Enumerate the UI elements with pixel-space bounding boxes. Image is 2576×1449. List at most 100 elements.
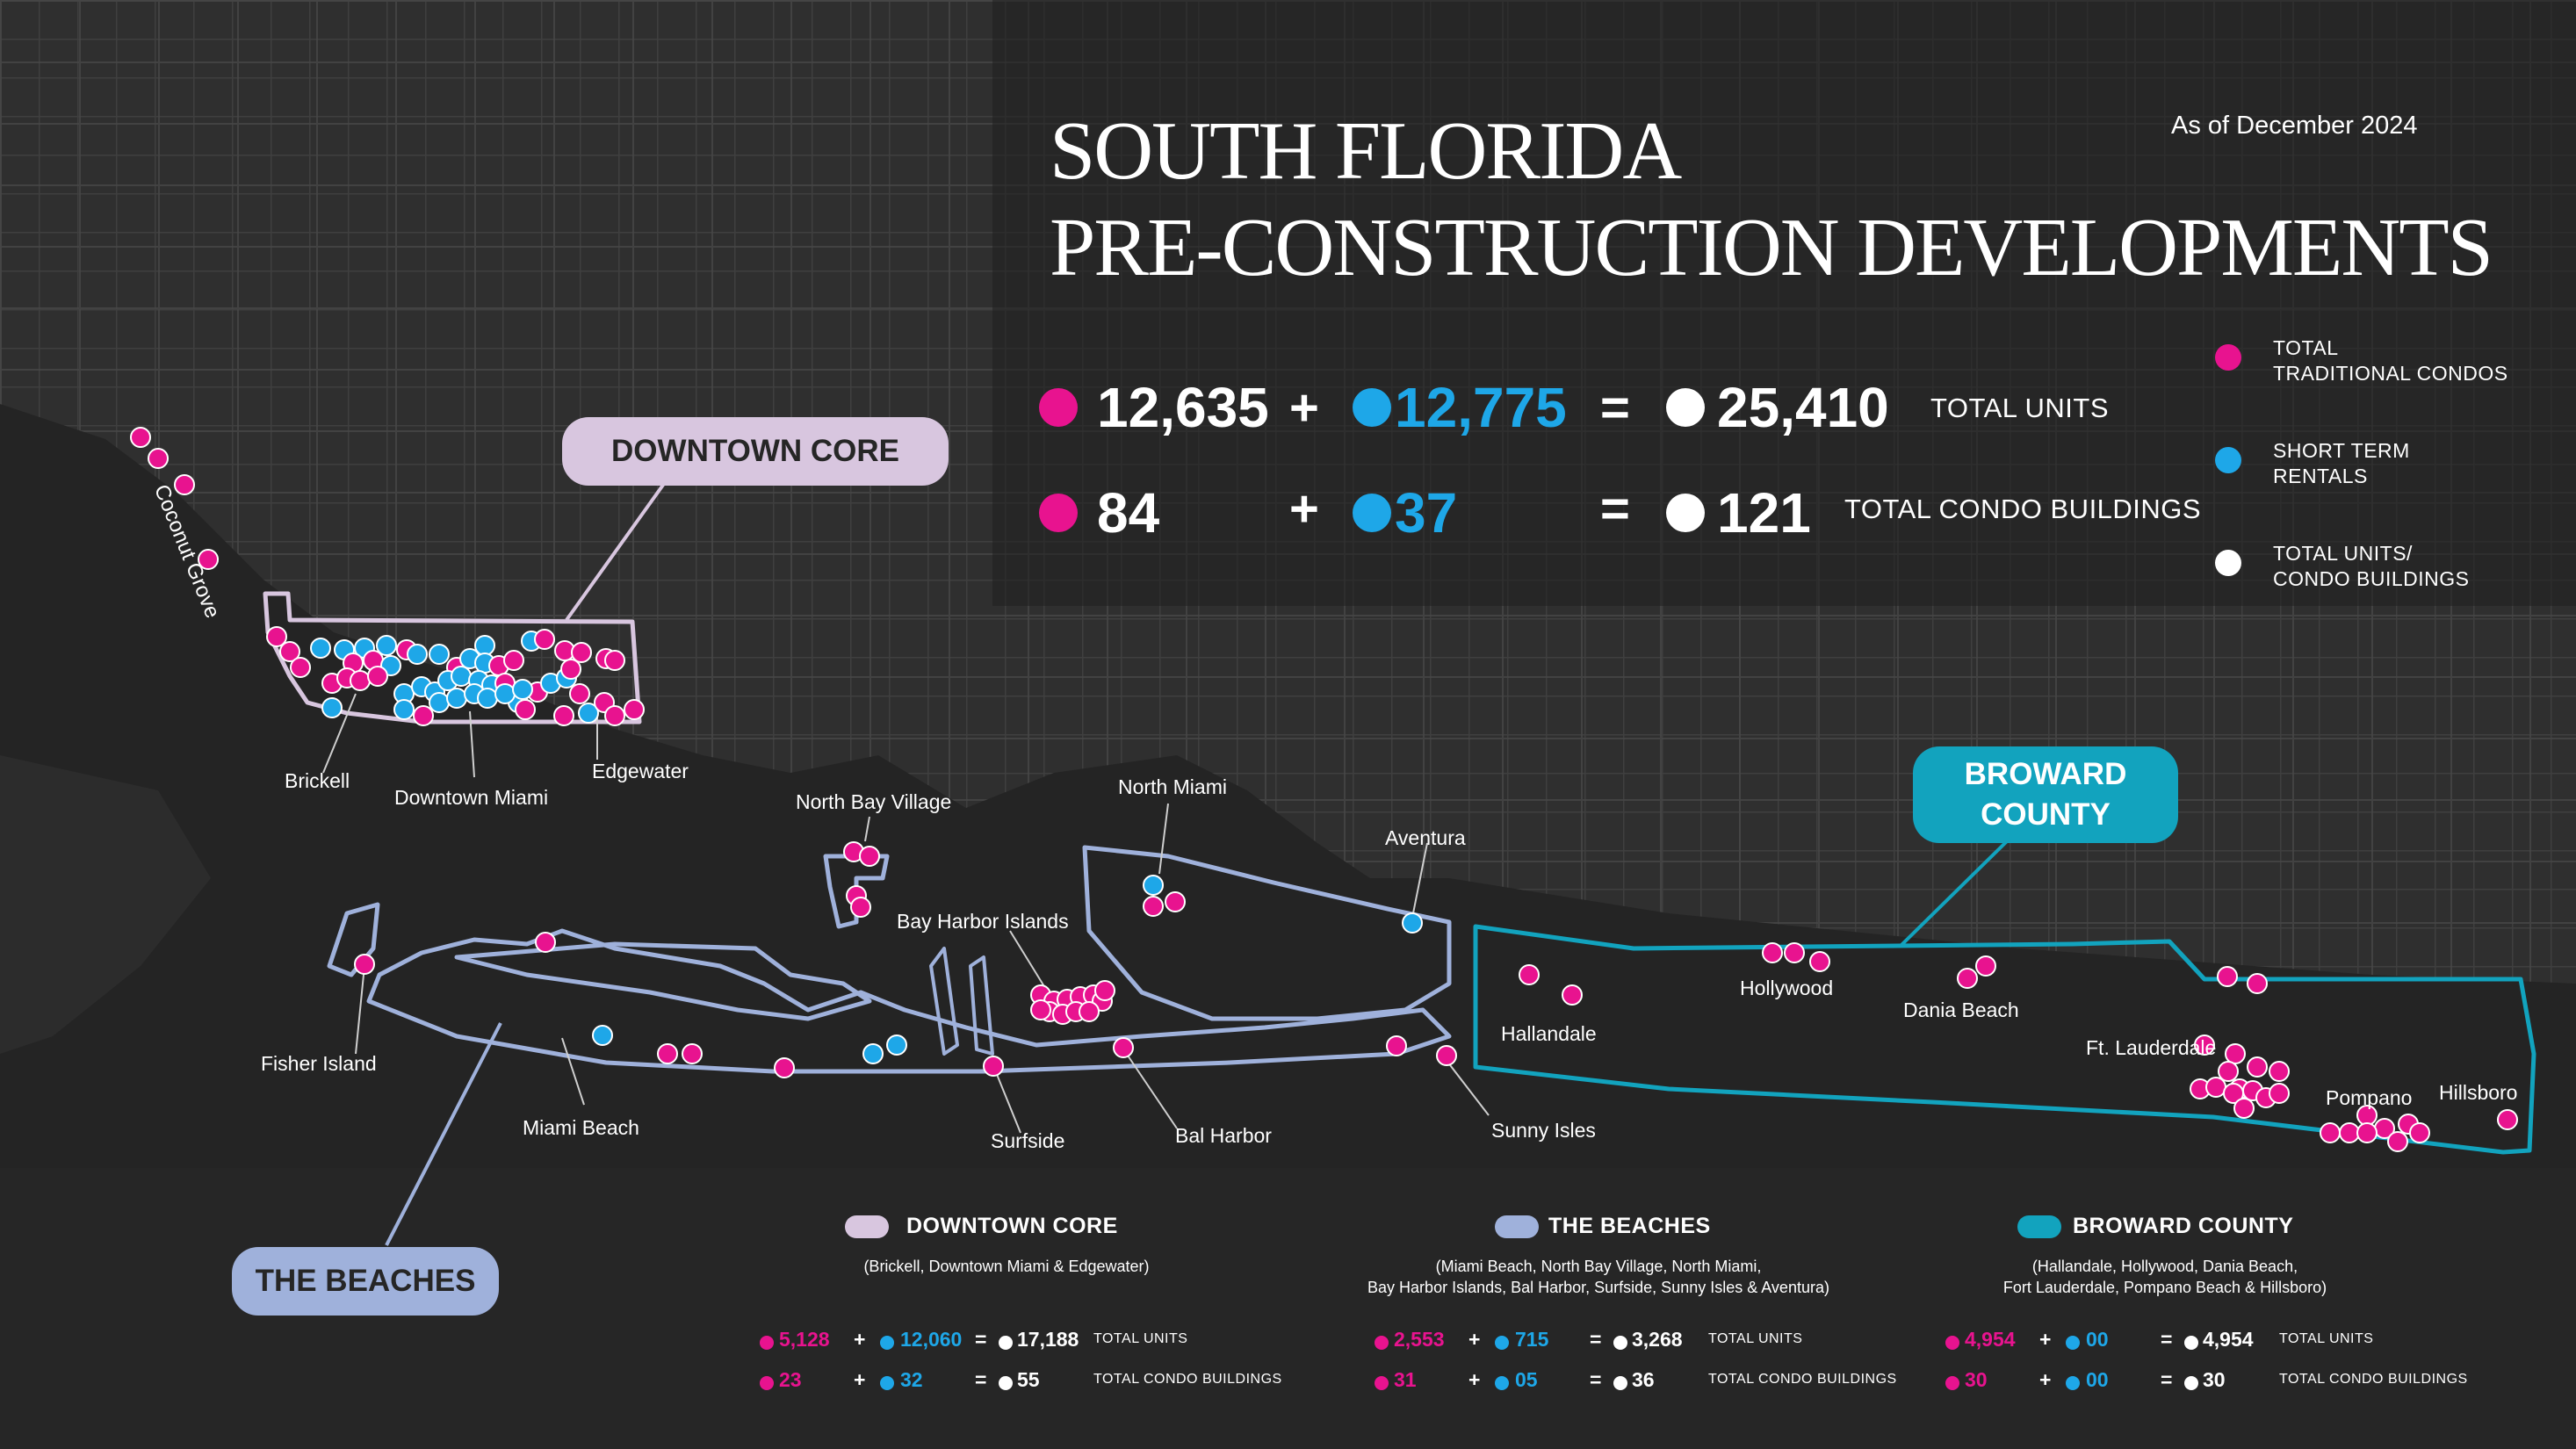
broward-county-units-short-term: 00 [2086,1328,2109,1351]
the-beaches-buildings-traditional-dot [1375,1376,1389,1390]
traditional-condo-marker [148,448,169,469]
traditional-condo-marker [1809,951,1830,972]
totals-short-term-units: 12,775 [1353,376,1567,439]
totals-all-units: 25,410 [1666,376,1889,439]
traditional-condo-marker [174,474,195,495]
traditional-condo-marker [2497,1109,2518,1130]
downtown-core-units-label: TOTAL UNITS [1093,1331,1188,1346]
traditional-condo-marker [515,699,536,720]
short-term-rental-marker [1143,875,1164,896]
broward-county-summary-title: BROWARD COUNTY [2073,1214,2294,1238]
traditional-condo-marker [2339,1122,2360,1143]
broward-county-buildings-label: TOTAL CONDO BUILDINGS [2279,1372,2468,1387]
traditional-condo-marker [2233,1098,2255,1119]
traditional-condo-marker [774,1057,795,1078]
short-term-rental-marker [321,697,343,718]
place-miami-beach: Miami Beach [523,1116,639,1139]
traditional-condo-marker [2387,1131,2408,1152]
short-term-rental-marker [376,635,397,656]
downtown-core-buildings-traditional-dot [760,1376,774,1390]
downtown-core-legend-pill [845,1215,889,1238]
short-term-rental-marker [862,1043,884,1064]
total-dot [1666,494,1705,532]
traditional-condo-marker [604,705,625,726]
as-of-date: As of December 2024 [2171,112,2418,140]
the-beaches-buildings-short-term-dot [1495,1376,1509,1390]
traditional-condo-marker [290,657,311,678]
title-line-2: PRE-CONSTRUCTION DEVELOPMENTS [1050,202,2493,293]
broward-county-buildings-equals: = [2161,1368,2173,1391]
the-beaches-units-short-term-dot [1495,1336,1509,1350]
the-beaches-units-plus: + [1468,1328,1481,1351]
downtown-core-buildings-plus: + [854,1368,866,1391]
place-edgewater: Edgewater [592,760,689,782]
the-beaches-summary-subtitle-line1: (Miami Beach, North Bay Village, North M… [1435,1258,1762,1275]
short-term-rental-marker [393,699,415,720]
traditional-condo-marker [130,427,151,448]
downtown-core-buildings-total: 55 [1017,1368,1040,1391]
traditional-dot [1039,494,1078,532]
traditional-condo-marker [1975,955,1996,977]
downtown-core-summary-subtitle: (Brickell, Downtown Miami & Edgewater) [743,1256,1270,1277]
traditional-condo-marker [2247,973,2268,994]
the-beaches-units-short-term: 715 [1515,1328,1549,1351]
place-sunny-isles: Sunny Isles [1491,1119,1596,1142]
equals-sign: = [1600,379,1630,436]
broward-callout-line [1900,840,2009,947]
broward-county-buildings-total: 30 [2203,1368,2226,1391]
traditional-condo-marker [1784,942,1805,963]
the-beaches-buildings-total-dot [1613,1376,1627,1390]
broward-county-summary-subtitle: (Hallandale, Hollywood, Dania Beach, Fort… [1901,1256,2428,1298]
traditional-condo-marker [2217,966,2238,987]
broward-county-pill: BROWARD COUNTY [1913,746,2178,843]
legend-total-line2: CONDO BUILDINGS [2273,567,2470,590]
the-beaches-units-label: TOTAL UNITS [1708,1331,1803,1346]
southwest-land [0,755,211,1054]
place-north-bay-village: North Bay Village [796,790,952,813]
traditional-condo-marker [1113,1037,1134,1058]
downtown-core-units-traditional: 5,128 [779,1328,830,1351]
traditional-condo-marker [1030,999,1051,1020]
title-panel [992,0,2576,606]
broward-county-legend-pill [2017,1215,2061,1238]
place-downtown-miami: Downtown Miami [394,786,549,809]
broward-county-buildings-plus: + [2039,1368,2052,1391]
traditional-condo-marker [571,642,592,663]
traditional-condo-marker [2409,1122,2430,1143]
short-term-rental-marker [512,679,533,700]
traditional-condo-marker [503,650,524,671]
legend-total-dot [2215,550,2241,576]
downtown-core-units-traditional-dot [760,1336,774,1350]
downtown-core-buildings-label: TOTAL CONDO BUILDINGS [1093,1372,1282,1387]
bay-harbor-outline [929,947,994,1056]
the-beaches-units-total-dot [1613,1336,1627,1350]
the-beaches-pill: THE BEACHES [232,1247,499,1316]
broward-county-units-plus: + [2039,1328,2052,1351]
traditional-condo-marker [1143,896,1164,917]
traditional-condo-marker [859,846,880,867]
traditional-condo-marker [569,683,590,704]
broward-county-summary-subtitle-line1: (Hallandale, Hollywood, Dania Beach, [2031,1258,2298,1275]
broward-outline [1473,924,2536,1155]
total-traditional-units: 12,635 [1097,376,1269,439]
short-term-rental-marker [474,635,495,656]
the-beaches-buildings-traditional: 31 [1394,1368,1417,1391]
traditional-condo-marker [2269,1083,2290,1104]
downtown-core-units-equals: = [975,1328,987,1351]
traditional-condo-marker [2218,1061,2239,1082]
short-term-rental-marker [429,644,450,665]
short-term-rental-marker [592,1025,613,1046]
traditional-condo-marker [2205,1077,2226,1098]
broward-county-units-short-term-dot [2066,1336,2080,1350]
traditional-condo-marker [1957,968,1978,989]
equals-sign: = [1600,480,1630,537]
the-beaches-summary-subtitle: (Miami Beach, North Bay Village, North M… [1335,1256,1862,1298]
broward-county-buildings-short-term-dot [2066,1376,2080,1390]
totals-short-term-buildings: 37 [1353,481,1457,544]
the-beaches-buildings-equals: = [1590,1368,1602,1391]
traditional-condo-marker [560,659,581,680]
short-term-rental-marker [446,688,467,709]
broward-county-summary-subtitle-line2: Fort Lauderdale, Pompano Beach & Hillsbo… [2002,1279,2327,1296]
traditional-condo-marker [198,549,219,570]
broward-pill-line1: BROWARD [1964,757,2127,791]
